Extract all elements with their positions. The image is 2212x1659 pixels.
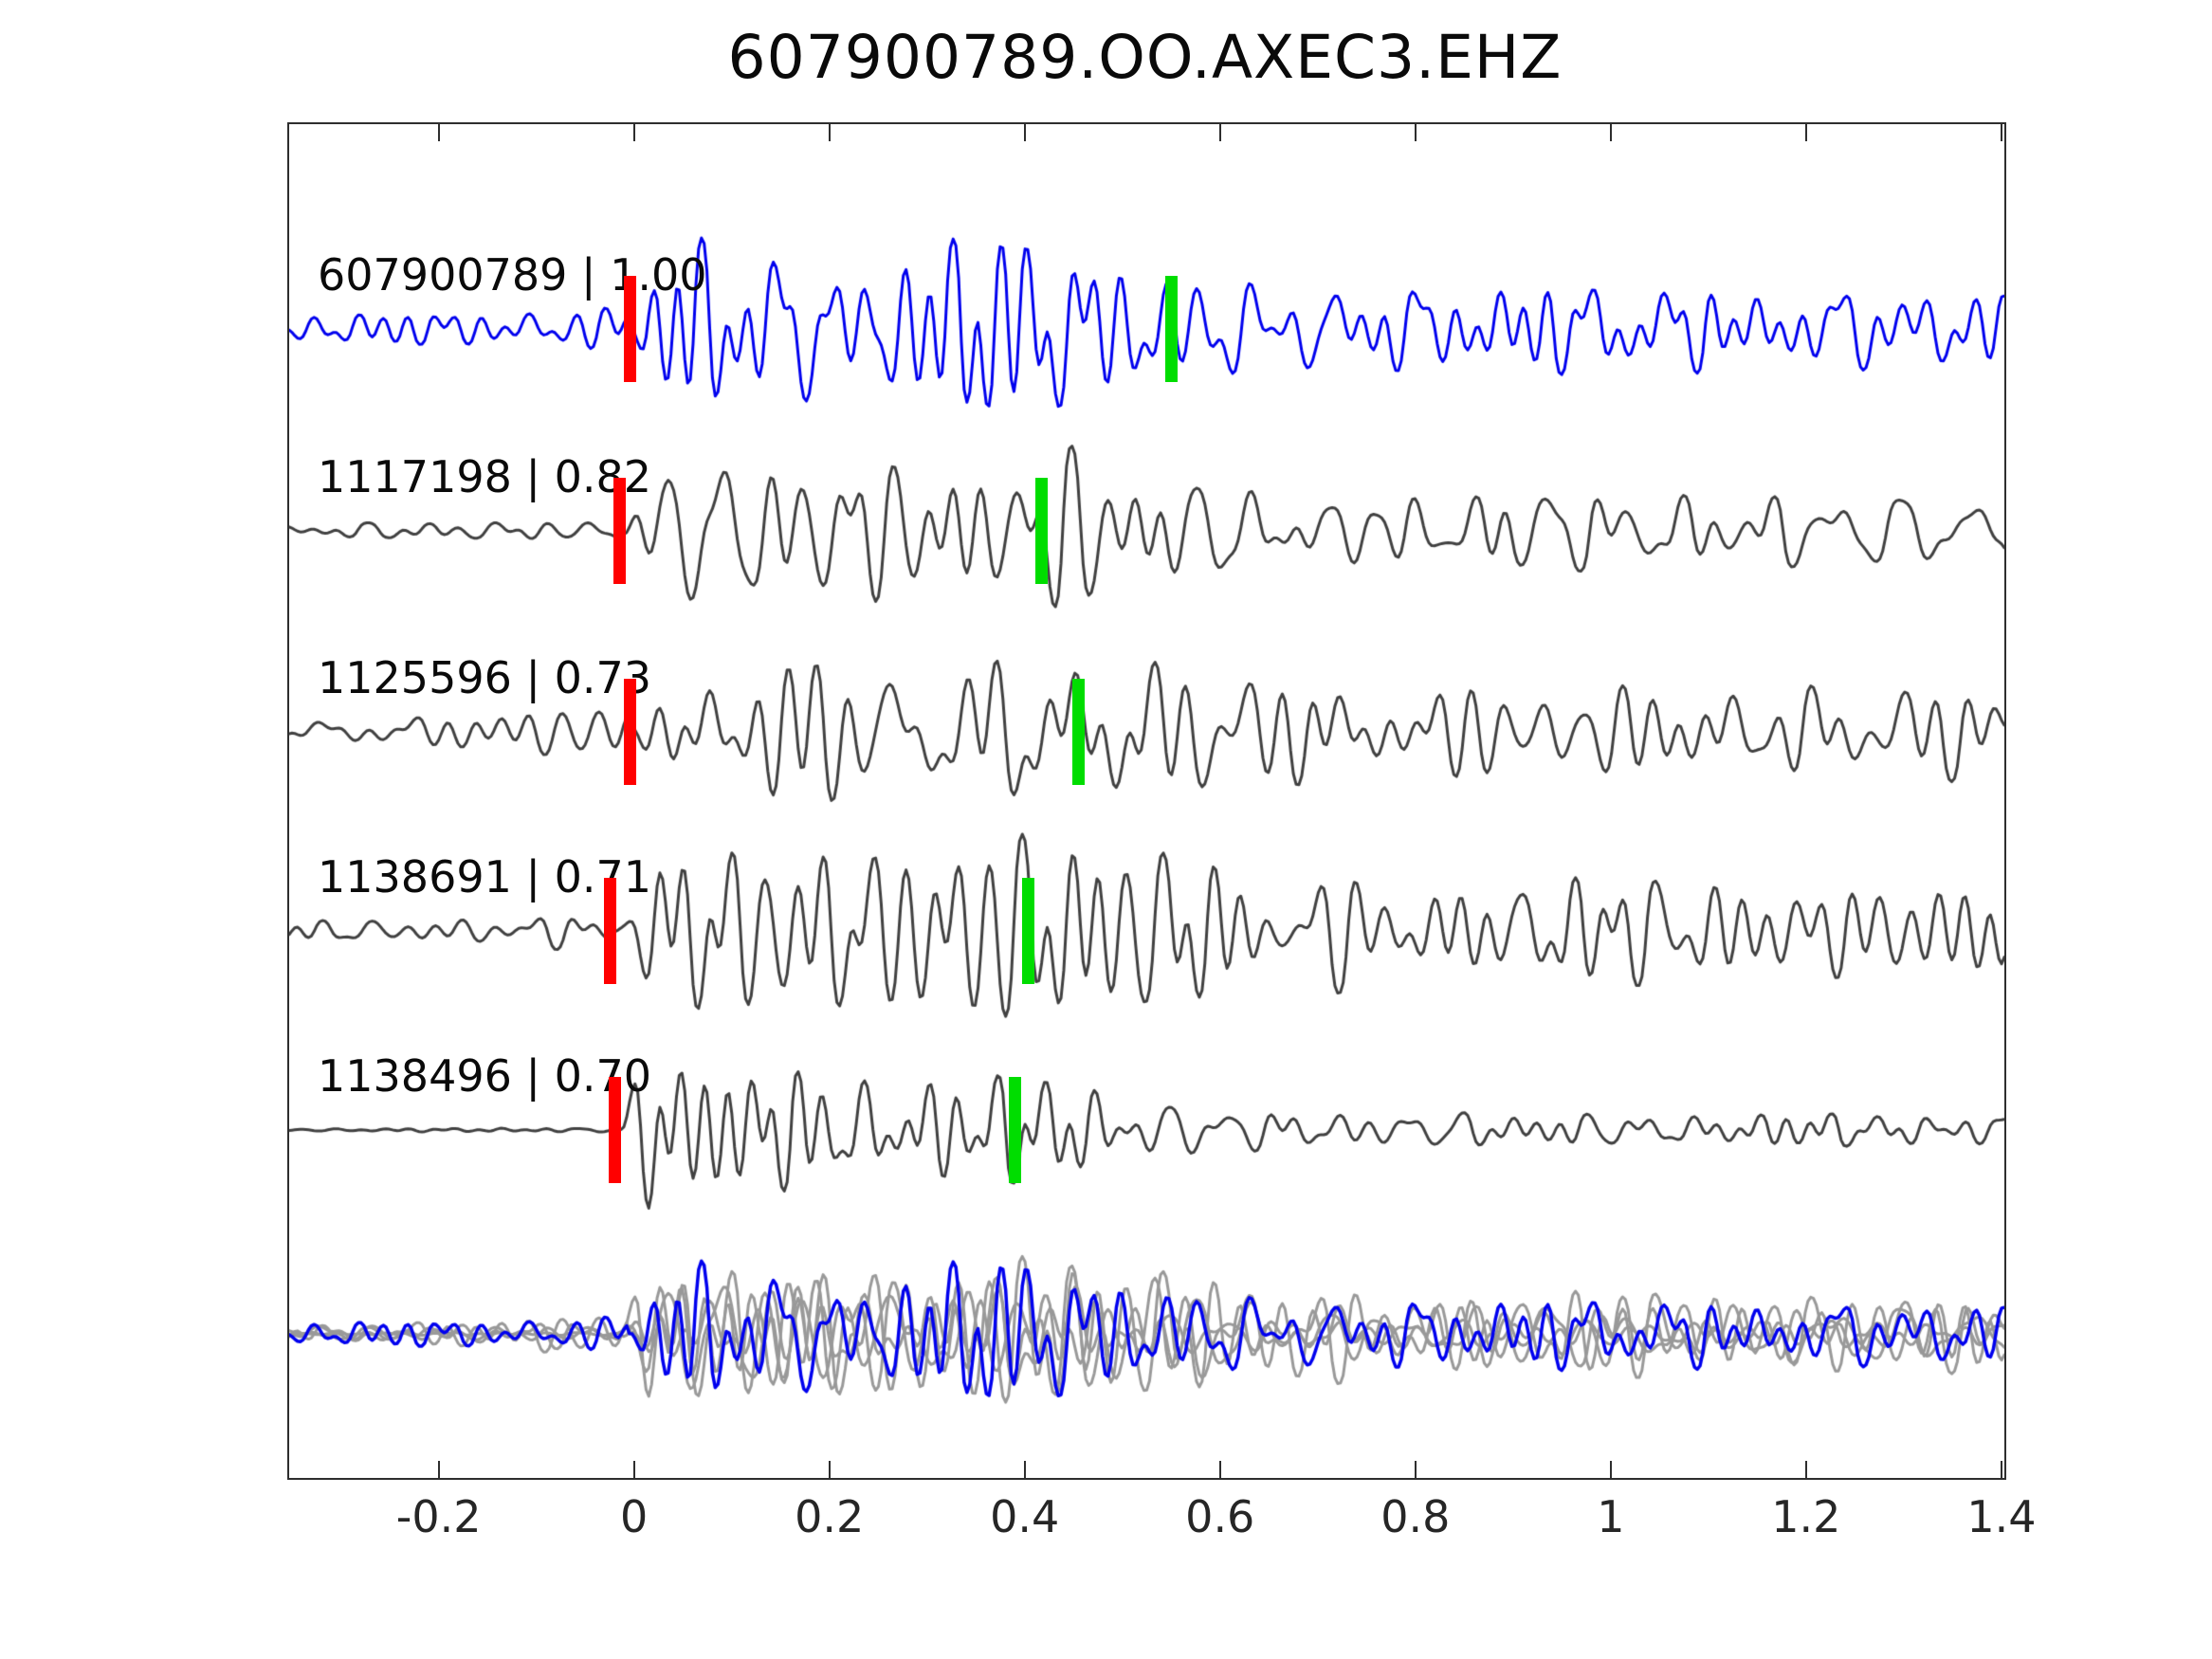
x-tick-label: 1.4 <box>1966 1491 2037 1542</box>
red-pick-marker <box>613 478 627 584</box>
x-axis-tick-top <box>1218 124 1221 141</box>
x-tick-label: 0.8 <box>1380 1491 1451 1542</box>
x-axis-tick-top <box>2000 124 2002 141</box>
x-tick-label: 0.6 <box>1185 1491 1255 1542</box>
x-axis-tick-bottom <box>632 1461 635 1478</box>
x-axis-tick-top <box>1414 124 1417 141</box>
figure-title: 607900789.OO.AXEC3.EHZ <box>727 23 1563 92</box>
x-tick-label: 0 <box>620 1491 649 1542</box>
x-tick-label: 1.2 <box>1771 1491 1841 1542</box>
x-axis-tick-top <box>1609 124 1612 141</box>
x-axis-tick-bottom <box>1218 1461 1221 1478</box>
trace-label: 607900789 | 1.00 <box>318 249 707 301</box>
trace-label: 1125596 | 0.73 <box>318 652 652 703</box>
x-axis-tick-bottom <box>437 1461 440 1478</box>
x-axis-tick-bottom <box>1023 1461 1026 1478</box>
x-tick-label: -0.2 <box>395 1491 482 1542</box>
x-axis-tick-top <box>632 124 635 141</box>
green-pick-marker <box>1072 679 1086 785</box>
x-tick-label: 0.2 <box>795 1491 865 1542</box>
x-axis-tick-top <box>828 124 831 141</box>
x-axis-tick-top <box>437 124 440 141</box>
x-axis-tick-bottom <box>1609 1461 1612 1478</box>
x-axis-tick-bottom <box>1804 1461 1807 1478</box>
x-axis-tick-top <box>1804 124 1807 141</box>
green-pick-marker <box>1035 478 1049 584</box>
x-tick-label: 1 <box>1597 1491 1625 1542</box>
trace-label: 1117198 | 0.82 <box>318 451 652 502</box>
x-tick-label: 0.4 <box>990 1491 1060 1542</box>
x-axis-tick-bottom <box>1414 1461 1417 1478</box>
trace-label: 1138691 | 0.71 <box>318 851 652 902</box>
x-axis-tick-bottom <box>2000 1461 2002 1478</box>
green-pick-marker <box>1165 276 1179 382</box>
green-pick-marker <box>1021 878 1034 984</box>
red-pick-marker <box>609 1077 622 1183</box>
red-pick-marker <box>623 276 636 382</box>
x-axis-tick-top <box>1023 124 1026 141</box>
trace-label: 1138496 | 0.70 <box>318 1050 652 1102</box>
red-pick-marker <box>603 878 616 984</box>
red-pick-marker <box>623 679 636 785</box>
waveform-canvas <box>289 124 2004 1478</box>
green-pick-marker <box>1009 1077 1022 1183</box>
plot-area: -0.2 0 0.2 0.4 0.6 0.8 1 1.2 1.4 607900789 | 1.00… <box>287 122 2036 1542</box>
x-axis-tick-bottom <box>828 1461 831 1478</box>
